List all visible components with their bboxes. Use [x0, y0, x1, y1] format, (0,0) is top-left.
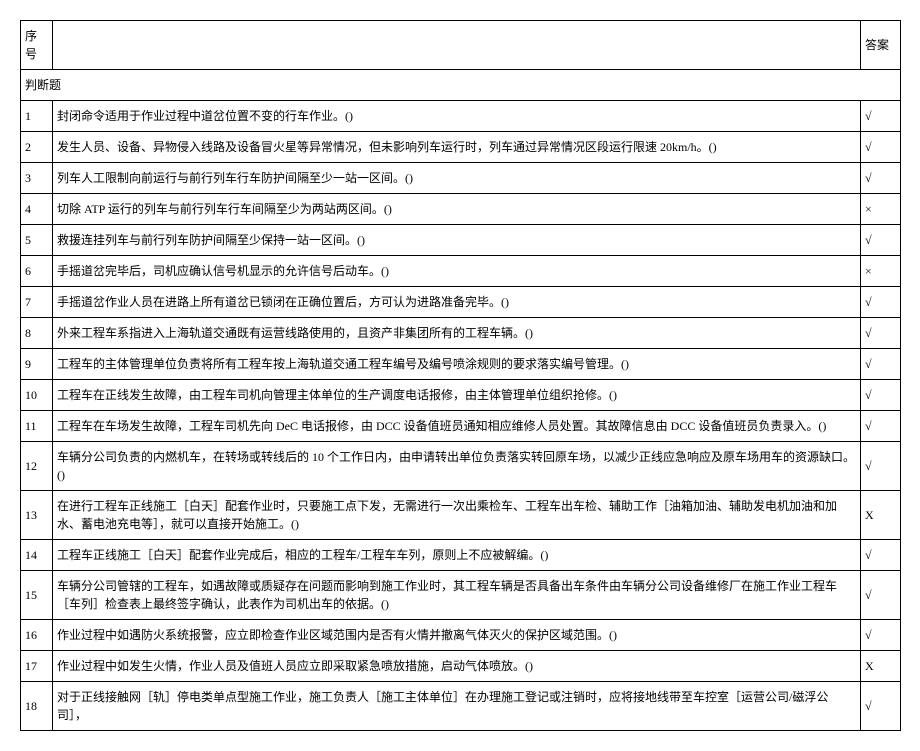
- row-content: 作业过程中如发生火情，作业人员及值班人员应立即采取紧急喷放措施，启动气体喷放。(…: [53, 651, 861, 682]
- table-row: 14工程车正线施工［白天］配套作业完成后，相应的工程车/工程车车列，原则上不应被…: [21, 540, 901, 571]
- row-content: 外来工程车系指进入上海轨道交通既有运营线路使用的，且资产非集团所有的工程车辆。(…: [53, 318, 861, 349]
- row-num: 2: [21, 132, 53, 163]
- row-num: 10: [21, 380, 53, 411]
- row-num: 18: [21, 682, 53, 731]
- row-content: 工程车的主体管理单位负责将所有工程车按上海轨道交通工程车编号及编号喷涂规则的要求…: [53, 349, 861, 380]
- row-content: 在进行工程车正线施工［白天］配套作业时，只要施工点下发，无需进行一次出乘检车、工…: [53, 491, 861, 540]
- table-row: 4切除 ATP 运行的列车与前行列车行车间隔至少为两站两区间。()×: [21, 194, 901, 225]
- row-num: 12: [21, 442, 53, 491]
- table-row: 6手摇道岔完毕后，司机应确认信号机显示的允许信号后动车。()×: [21, 256, 901, 287]
- table-row: 16作业过程中如遇防火系统报警，应立即检查作业区域范围内是否有火情并撤离气体灭火…: [21, 620, 901, 651]
- row-content: 工程车正线施工［白天］配套作业完成后，相应的工程车/工程车车列，原则上不应被解编…: [53, 540, 861, 571]
- row-answer: √: [861, 349, 901, 380]
- row-answer: √: [861, 132, 901, 163]
- table-row: 10工程车在正线发生故障，由工程车司机向管理主体单位的生产调度电话报修，由主体管…: [21, 380, 901, 411]
- row-num: 16: [21, 620, 53, 651]
- row-num: 7: [21, 287, 53, 318]
- section-row: 判断题: [21, 70, 901, 101]
- row-content: 手摇道岔完毕后，司机应确认信号机显示的允许信号后动车。(): [53, 256, 861, 287]
- row-answer: √: [861, 682, 901, 731]
- row-answer: √: [861, 380, 901, 411]
- question-table: 序号答案判断题1封闭命令适用于作业过程中道岔位置不变的行车作业。()√2发生人员…: [20, 20, 901, 731]
- row-answer: √: [861, 318, 901, 349]
- row-content: 作业过程中如遇防火系统报警，应立即检查作业区域范围内是否有火情并撤离气体灭火的保…: [53, 620, 861, 651]
- row-content: 工程车在车场发生故障，工程车司机先向 DeC 电话报修，由 DCC 设备值班员通…: [53, 411, 861, 442]
- header-answer: 答案: [861, 21, 901, 70]
- row-answer: √: [861, 287, 901, 318]
- row-num: 6: [21, 256, 53, 287]
- row-answer: √: [861, 540, 901, 571]
- row-content: 发生人员、设备、异物侵入线路及设备冒火星等异常情况，但未影响列车运行时，列车通过…: [53, 132, 861, 163]
- row-content: 救援连挂列车与前行列车防护间隔至少保持一站一区间。(): [53, 225, 861, 256]
- row-answer: √: [861, 225, 901, 256]
- row-content: 列车人工限制向前运行与前行列车行车防护间隔至少一站一区间。(): [53, 163, 861, 194]
- table-row: 15车辆分公司管辖的工程车，如遇故障或质疑存在问题而影响到施工作业时，其工程车辆…: [21, 571, 901, 620]
- table-row: 7手摇道岔作业人员在进路上所有道岔已锁闭在正确位置后，方可认为进路准备完毕。()…: [21, 287, 901, 318]
- row-answer: √: [861, 411, 901, 442]
- row-content: 手摇道岔作业人员在进路上所有道岔已锁闭在正确位置后，方可认为进路准备完毕。(): [53, 287, 861, 318]
- row-num: 8: [21, 318, 53, 349]
- row-num: 9: [21, 349, 53, 380]
- table-row: 9工程车的主体管理单位负责将所有工程车按上海轨道交通工程车编号及编号喷涂规则的要…: [21, 349, 901, 380]
- row-num: 5: [21, 225, 53, 256]
- table-row: 1封闭命令适用于作业过程中道岔位置不变的行车作业。()√: [21, 101, 901, 132]
- row-num: 4: [21, 194, 53, 225]
- table-row: 2发生人员、设备、异物侵入线路及设备冒火星等异常情况，但未影响列车运行时，列车通…: [21, 132, 901, 163]
- header-content: [53, 21, 861, 70]
- row-answer: √: [861, 571, 901, 620]
- table-row: 8外来工程车系指进入上海轨道交通既有运营线路使用的，且资产非集团所有的工程车辆。…: [21, 318, 901, 349]
- row-num: 11: [21, 411, 53, 442]
- row-num: 3: [21, 163, 53, 194]
- table-row: 11工程车在车场发生故障，工程车司机先向 DeC 电话报修，由 DCC 设备值班…: [21, 411, 901, 442]
- row-content: 封闭命令适用于作业过程中道岔位置不变的行车作业。(): [53, 101, 861, 132]
- row-content: 切除 ATP 运行的列车与前行列车行车间隔至少为两站两区间。(): [53, 194, 861, 225]
- table-header-row: 序号 答案: [21, 21, 901, 70]
- row-answer: X: [861, 651, 901, 682]
- row-answer: √: [861, 101, 901, 132]
- row-answer: √: [861, 620, 901, 651]
- table-row: 13在进行工程车正线施工［白天］配套作业时，只要施工点下发，无需进行一次出乘检车…: [21, 491, 901, 540]
- row-content: 工程车在正线发生故障，由工程车司机向管理主体单位的生产调度电话报修，由主体管理单…: [53, 380, 861, 411]
- row-num: 15: [21, 571, 53, 620]
- table-row: 12车辆分公司负责的内燃机车，在转场或转线后的 10 个工作日内，由申请转出单位…: [21, 442, 901, 491]
- table-row: 17作业过程中如发生火情，作业人员及值班人员应立即采取紧急喷放措施，启动气体喷放…: [21, 651, 901, 682]
- row-num: 1: [21, 101, 53, 132]
- row-answer: ×: [861, 194, 901, 225]
- row-answer: √: [861, 163, 901, 194]
- row-num: 17: [21, 651, 53, 682]
- table-row: 5救援连挂列车与前行列车防护间隔至少保持一站一区间。()√: [21, 225, 901, 256]
- section-title: 判断题: [21, 70, 901, 101]
- table-row: 18对于正线接触网［轨］停电类单点型施工作业，施工负责人［施工主体单位］在办理施…: [21, 682, 901, 731]
- row-answer: X: [861, 491, 901, 540]
- row-answer: ×: [861, 256, 901, 287]
- table-row: 3列车人工限制向前运行与前行列车行车防护间隔至少一站一区间。()√: [21, 163, 901, 194]
- row-num: 13: [21, 491, 53, 540]
- row-content: 车辆分公司负责的内燃机车，在转场或转线后的 10 个工作日内，由申请转出单位负责…: [53, 442, 861, 491]
- row-num: 14: [21, 540, 53, 571]
- row-content: 对于正线接触网［轨］停电类单点型施工作业，施工负责人［施工主体单位］在办理施工登…: [53, 682, 861, 731]
- header-num: 序号: [21, 21, 53, 70]
- row-content: 车辆分公司管辖的工程车，如遇故障或质疑存在问题而影响到施工作业时，其工程车辆是否…: [53, 571, 861, 620]
- row-answer: √: [861, 442, 901, 491]
